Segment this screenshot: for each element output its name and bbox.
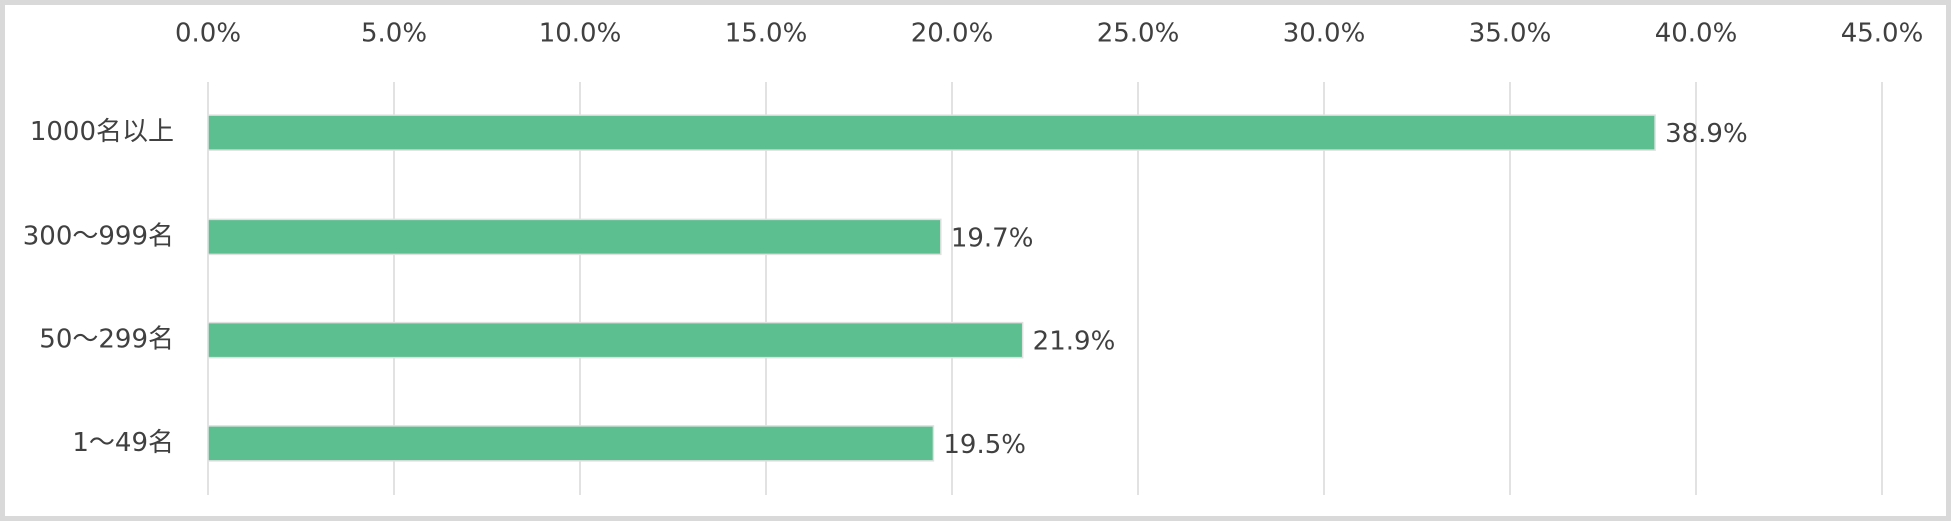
y-tick-label: 50〜299名: [39, 325, 174, 355]
bar: [207, 114, 1656, 151]
x-tick-label: 45.0%: [1841, 19, 1924, 49]
x-tick-label: 30.0%: [1283, 19, 1366, 49]
y-tick-label: 1000名以上: [30, 117, 174, 147]
bar: [207, 425, 935, 462]
x-tick-label: 5.0%: [361, 19, 427, 49]
x-tick-label: 40.0%: [1655, 19, 1738, 49]
x-tick-label: 25.0%: [1097, 19, 1180, 49]
y-tick-label: 1〜49名: [72, 428, 174, 458]
x-tick-label: 15.0%: [725, 19, 808, 49]
bar: [207, 218, 942, 256]
data-label: 38.9%: [1665, 119, 1748, 149]
data-label: 19.7%: [951, 223, 1034, 253]
data-label: 19.5%: [943, 430, 1026, 460]
bar: [207, 321, 1024, 359]
x-tick-label: 20.0%: [911, 19, 994, 49]
x-tick-label: 10.0%: [539, 19, 622, 49]
data-label: 21.9%: [1033, 327, 1116, 357]
x-tick-label: 35.0%: [1469, 19, 1552, 49]
y-tick-label: 300〜999名: [23, 221, 174, 251]
x-tick-label: 0.0%: [175, 19, 241, 49]
